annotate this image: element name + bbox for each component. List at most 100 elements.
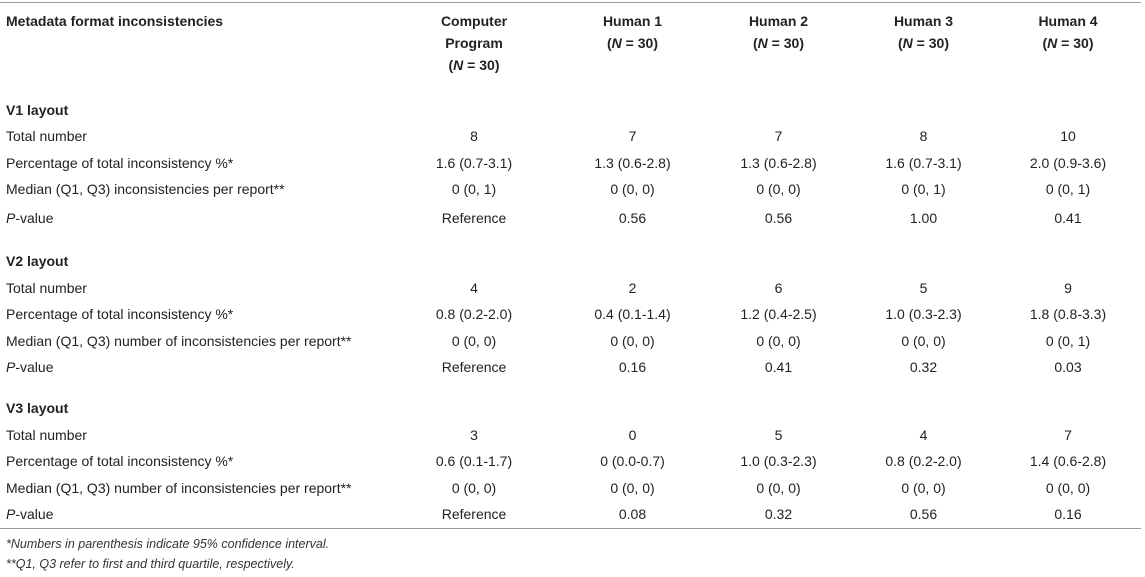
row-label-italic: P: [6, 210, 16, 226]
cell-value: 0.56: [764, 210, 793, 226]
header-human-2: Human 2 (N = 30): [748, 13, 809, 51]
cell-value: 3: [470, 426, 478, 443]
cell-value: 0 (0, 0): [610, 181, 655, 198]
table-row: Total number 8 7 7 8 10: [0, 123, 1141, 150]
row-label: P-value: [0, 203, 388, 234]
n-symbol: N: [611, 35, 622, 51]
cell-value: 0.16: [1054, 506, 1082, 523]
table-row: Median (Q1, Q3) number of inconsistencie…: [0, 328, 1141, 355]
table-row: Median (Q1, Q3) number of inconsistencie…: [0, 475, 1141, 502]
cell-value: 4: [919, 426, 928, 443]
cell-value: 0 (0, 1): [1045, 332, 1091, 349]
n-symbol: N: [757, 35, 768, 51]
cell-value: 8: [470, 128, 478, 145]
cell-value: 0.41: [764, 359, 793, 376]
cell-value: 4: [470, 279, 478, 296]
cell-value: 0.8 (0.2-2.0): [885, 453, 962, 470]
header-row: Metadata format inconsistencies Computer…: [0, 4, 1141, 96]
cell-value: Reference: [441, 506, 507, 523]
cell-value: 5: [774, 426, 783, 443]
cell-value: Reference: [441, 359, 507, 376]
table-row: Percentage of total inconsistency %* 0.6 …: [0, 448, 1141, 475]
cell-value: 1.0 (0.3-2.3): [885, 306, 962, 323]
cell-value: 7: [774, 128, 783, 145]
cell-value: 0 (0, 0): [756, 181, 801, 198]
section-title: V2 layout: [6, 253, 69, 269]
table-row: Median (Q1, Q3) inconsistencies per repo…: [0, 176, 1141, 203]
row-label: Median (Q1, Q3) number of inconsistencie…: [6, 332, 352, 349]
n-symbol: N: [453, 57, 464, 73]
cell-value: 0 (0, 1): [1045, 181, 1091, 198]
footnote-ci: *Numbers in parenthesis indicate 95% con…: [6, 537, 330, 551]
table-body: V1 layout Total number 8 7 7 8 10 Percentage of…: [0, 96, 1141, 528]
cell-value: 8: [919, 128, 928, 145]
section-title: V3 layout: [6, 400, 69, 416]
cell-value: 0.4 (0.1-1.4): [594, 306, 671, 323]
cell-value: 2: [628, 279, 637, 296]
table-row: P-value Reference 0.16 0.41 0.32 0.03: [0, 354, 1141, 381]
cell-value: 0 (0, 0): [451, 479, 497, 496]
section-row: V2 layout: [0, 234, 1141, 275]
cell-value: 0 (0, 0): [610, 332, 655, 349]
bottom-rule: [0, 528, 1141, 529]
n-symbol: N: [1047, 35, 1058, 51]
row-label: Median (Q1, Q3) number of inconsistencie…: [6, 479, 352, 496]
cell-value: 1.00: [909, 210, 938, 226]
section-row: V1 layout: [0, 96, 1141, 123]
cell-value: 0.56: [909, 506, 938, 523]
row-label: Total number: [6, 279, 87, 296]
section-row: V3 layout: [0, 381, 1141, 422]
cell-value: 10: [1060, 128, 1076, 145]
cell-value: 0.32: [764, 506, 793, 523]
cell-value: 0 (0, 0): [756, 479, 801, 496]
n-symbol: N: [902, 35, 913, 51]
cell-value: 7: [1064, 426, 1072, 443]
cell-value: 0.8 (0.2-2.0): [435, 306, 513, 323]
cell-value: 0 (0.0-0.7): [600, 453, 665, 470]
header-human-4: Human 4 (N = 30): [1038, 13, 1098, 51]
row-label: Percentage of total inconsistency %*: [6, 453, 234, 470]
cell-value: 1.4 (0.6-2.8): [1029, 453, 1107, 470]
header-human-3: Human 3 (N = 30): [893, 13, 954, 51]
cell-value: 0.41: [1054, 210, 1082, 226]
cell-value: 1.3 (0.6-2.8): [740, 154, 817, 171]
row-label-text: -value: [15, 210, 54, 226]
cell-value: 0.32: [909, 359, 938, 376]
cell-value: 0 (0, 1): [901, 181, 946, 198]
header-metadata: Metadata format inconsistencies: [6, 13, 224, 29]
row-label: Percentage of total inconsistency %*: [6, 306, 234, 323]
row-label-text: -value: [15, 359, 54, 376]
cell-value: 0 (0, 0): [901, 332, 946, 349]
row-label: Total number: [6, 128, 87, 145]
cell-value: 0: [628, 426, 637, 443]
cell-value: 1.8 (0.8-3.3): [1029, 306, 1107, 323]
cell-value: 0.6 (0.1-1.7): [435, 453, 513, 470]
row-label-text: -value: [15, 506, 54, 523]
table-row: Percentage of total inconsistency %* 0.8 …: [0, 301, 1141, 328]
cell-value: 0 (0, 0): [756, 332, 801, 349]
inconsistency-table: Metadata format inconsistencies Computer…: [0, 4, 1141, 528]
cell-value: 5: [919, 279, 928, 296]
table-row: P-value Reference 0.56 0.56 1.00 0.41: [0, 203, 1141, 234]
table-row: Total number 3 0 5 4 7: [0, 422, 1141, 449]
cell-value: 1.2 (0.4-2.5): [740, 306, 817, 323]
cell-value: Reference: [441, 210, 507, 226]
cell-value: 1.0 (0.3-2.3): [740, 453, 817, 470]
cell-value: 1.6 (0.7-3.1): [435, 154, 513, 171]
cell-value: 0.08: [618, 506, 647, 523]
row-label: P-value: [0, 501, 388, 528]
cell-value: 1.6 (0.7-3.1): [885, 154, 962, 171]
cell-value: 0 (0, 0): [610, 479, 655, 496]
cell-value: 0 (0, 0): [901, 479, 946, 496]
header-human-1: Human 1 (N = 30): [602, 13, 663, 51]
cell-value: 2.0 (0.9-3.6): [1029, 154, 1107, 171]
cell-value: 6: [774, 279, 783, 296]
cell-value: 7: [628, 128, 637, 145]
row-label: Percentage of total inconsistency %*: [6, 154, 234, 171]
cell-value: 1.3 (0.6-2.8): [594, 154, 671, 171]
row-label: P-value: [0, 354, 388, 381]
row-label: Median (Q1, Q3) inconsistencies per repo…: [6, 181, 285, 198]
table-row: Total number 4 2 6 5 9: [0, 275, 1141, 302]
row-label-italic: P: [6, 506, 16, 523]
